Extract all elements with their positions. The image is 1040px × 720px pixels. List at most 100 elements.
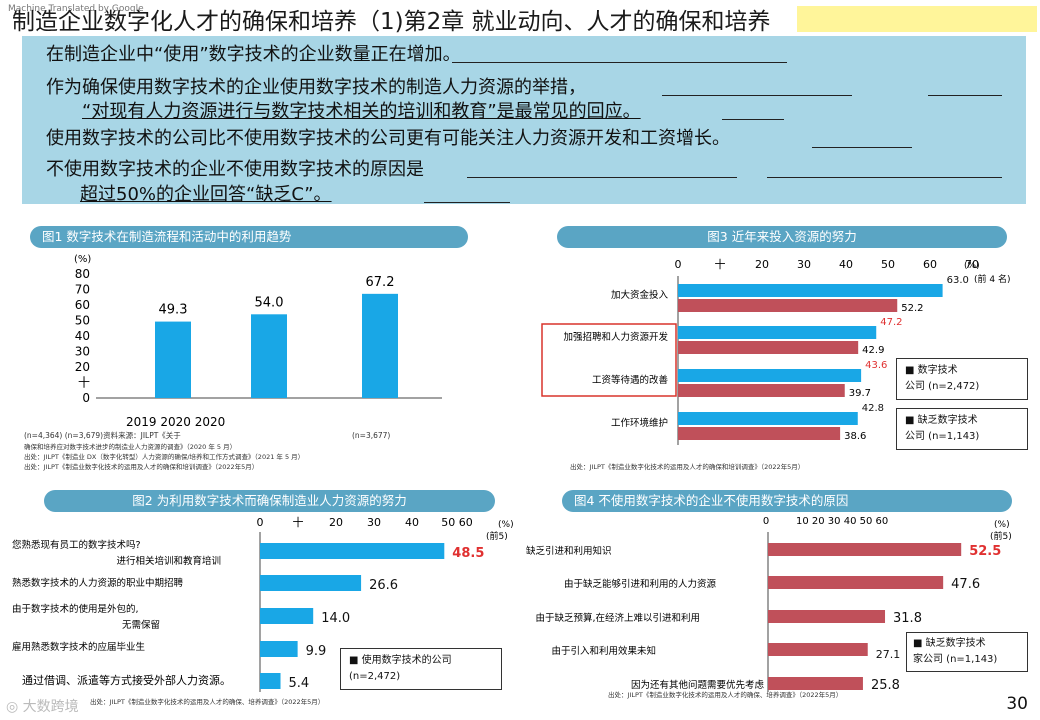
fig3-bar-nondigital [678, 427, 841, 440]
fig4-value-label: 52.5 [969, 544, 1001, 559]
fig3-xtick: 20 [755, 258, 769, 271]
fig2-value-label: 5.4 [289, 676, 310, 691]
fig1-title: 图1 数字技术在制造流程和活动中的利用趋势 [30, 226, 468, 248]
fig4-category: 因为还有其他问题需要优先考虑 [631, 679, 765, 691]
fig4-legend: ■ 缺乏数字技术 家公司 (n=1,143) [906, 632, 1028, 672]
fig3-category: 加大资金投入 [611, 289, 669, 301]
page-title: 制造企业数字化人才的确保和培养（1)第2章 就业动向、人才的确保和培养 [12, 2, 1037, 34]
summary-line-5: 不使用数字技术的企业不使用数字技术的原因是 [46, 159, 424, 180]
fig2-xtick: 0 [257, 516, 264, 529]
fig1-source-3: 出处：JILPT《制造业数字化技术的运用及人才的确保和培训调查》（2022年5月… [24, 463, 259, 471]
fig1-ytick: 0 [82, 391, 90, 405]
fig1-ytick: 20 [75, 360, 90, 374]
fig3-legend-2: ■ 缺乏数字技术 公司 (n=1,143) [896, 408, 1028, 450]
fig3-category: 工资等待遇的改善 [592, 374, 669, 386]
fig2-xtick: 20 [329, 516, 343, 529]
fig1-ylabel: (%) [74, 254, 91, 265]
fig4-source: 出处：JILPT《制造业数字化技术的运用及人才的确保、培养调查》（2022年5月… [608, 691, 843, 699]
fig4-xtick: 10 20 30 40 50 60 [796, 516, 888, 527]
fig1-ytick: 40 [75, 329, 90, 343]
fig2-value-label: 26.6 [369, 578, 398, 593]
summary-box: 在制造企业中“使用”数字技术的企业数量正在增加。 作为确保使用数字技术的企业使用… [22, 36, 1026, 205]
fig3-title: 图3 近年来投入资源的努力 [557, 226, 1007, 248]
fig3-xtick: 70 [965, 258, 979, 271]
fig2-category: 熟悉数字技术的人力资源的职业中期招聘 [12, 577, 184, 589]
fig2-note: (前5) [486, 530, 508, 542]
fig1-note-1: (n=4,364) (n=3,679)资料来源：JILPT《关于 [24, 431, 181, 440]
fig2-xtick: 十 [293, 515, 304, 529]
page-number: 30 [1006, 694, 1028, 714]
fig3-value-nondigital: 42.9 [862, 345, 884, 356]
fig4-value-label: 31.8 [893, 611, 922, 626]
fig2-category: 您熟悉现有员工的数字技术吗? [12, 539, 141, 551]
fig2-value-label: 48.5 [452, 546, 484, 561]
fig4-unit: (%) [994, 520, 1010, 530]
fig3-bar-digital [678, 326, 877, 339]
fig3-value-nondigital: 39.7 [849, 388, 871, 399]
summary-line-2: 作为确保使用数字技术的企业使用数字技术的制造人力资源的举措， [46, 77, 586, 98]
fig4-bar [768, 576, 944, 589]
fig3-xtick: 50 [881, 258, 895, 271]
fig4-bar [768, 643, 868, 656]
fig2-unit: (%) [498, 520, 514, 530]
fig2-category: 由于数字技术的使用是外包的, [12, 603, 139, 615]
fig3-xtick: 30 [797, 258, 811, 271]
fig2-value-label: 9.9 [306, 644, 327, 659]
fig1-value-label: 49.3 [159, 303, 188, 318]
fig3-bar-digital [678, 284, 943, 297]
fig1-ytick: 十 [78, 376, 90, 390]
fig3-xtick: 40 [839, 258, 853, 271]
fig4-value-label: 27.1 [876, 648, 901, 661]
fig2-bar [260, 608, 314, 624]
fig3-xtick: 0 [675, 258, 682, 271]
fig1-bar [155, 321, 191, 398]
fig1-value-label: 54.0 [255, 295, 284, 310]
fig3-value-digital: 43.6 [865, 360, 887, 371]
fig3-bar-nondigital [678, 299, 898, 312]
fig3-value-nondigital: 38.6 [844, 431, 866, 442]
fig4-category: 由于缺乏预算,在经济上难以引进和利用 [535, 612, 700, 624]
fig3-bar-digital [678, 369, 862, 382]
fig2-value-label: 14.0 [321, 611, 350, 626]
summary-line-1: 在制造企业中“使用”数字技术的企业数量正在增加。 [46, 44, 461, 65]
fig3-value-digital: 63.0 [947, 275, 969, 286]
fig3-category: 工作环境维护 [611, 417, 668, 429]
fig2-xtick: 50 60 [441, 516, 473, 529]
fig4-title: 图4 不使用数字技术的企业不使用数字技术的原因 [562, 490, 1012, 512]
fig3-chart: 0 十 20 30 40 50 60 70 (%) (前 4 名) 加大资金投入 63.0 52.… [541, 257, 1010, 445]
fig2-title: 图2 为利用数字技术而确保制造业人力资源的努力 [44, 490, 495, 512]
fig3-value-digital: 42.8 [862, 403, 884, 414]
logo: ◎ 大数跨境 [6, 699, 79, 715]
fig4-chart: 0 10 20 30 40 50 60 (%) (前5) 缺乏引进和利用知识 52.… [526, 516, 1012, 693]
fig2-chart: 0 十 20 30 40 50 60 (%) (前5) 您熟悉现有员工的数字技术吗? 进行相… [12, 515, 514, 692]
fig2-bar [260, 641, 298, 657]
watermark: Machine Translated by Google [8, 4, 144, 14]
fig2-source: 出处：JILPT《制造业数字化技术的运用及人才的确保、培养调查》（2022年5月… [90, 698, 325, 706]
fig4-bar [768, 677, 863, 690]
fig4-bar [768, 543, 962, 556]
fig4-category: 由于缺乏能够引进和利用的人力资源 [564, 578, 717, 590]
fig1-ytick: 80 [75, 267, 90, 281]
fig1-ytick: 60 [75, 298, 90, 312]
summary-line-6: 超过50%的企业回答“缺乏C”。 [80, 184, 332, 205]
fig3-note: (前 4 名) [974, 273, 1010, 285]
fig2-xtick: 40 [405, 516, 419, 529]
fig2-category: 进行相关培训和教育培训 [116, 555, 221, 567]
fig3-value-digital: 47.2 [880, 317, 902, 328]
fig2-legend: ■ 使用数字技术的公司 (n=2,472) [340, 648, 502, 690]
fig4-category: 由于引入和利用效果未知 [551, 645, 656, 657]
fig3-unit: (%) [964, 261, 980, 271]
fig1-bar [362, 293, 398, 398]
fig4-xtick: 0 [763, 516, 769, 527]
fig3-bar-digital [678, 412, 858, 425]
fig3-legend-1: ■ 数字技术 公司 (n=2,472) [896, 358, 1028, 400]
fig4-value-label: 25.8 [871, 678, 900, 693]
fig4-value-label: 47.6 [951, 577, 980, 592]
fig1-ytick: 70 [75, 283, 90, 297]
summary-line-4: 使用数字技术的公司比不使用数字技术的公司更有可能关注人力资源开发和工资增长。 [46, 128, 730, 149]
fig3-xtick: 60 [923, 258, 937, 271]
fig1-source-2: 出处：JILPT《制造业 DX（数字化转型）人力资源的确保/培养和工作方式调查》… [24, 453, 305, 461]
fig2-bar [260, 575, 362, 591]
fig3-category: 加强招聘和人力资源开发 [563, 331, 668, 343]
